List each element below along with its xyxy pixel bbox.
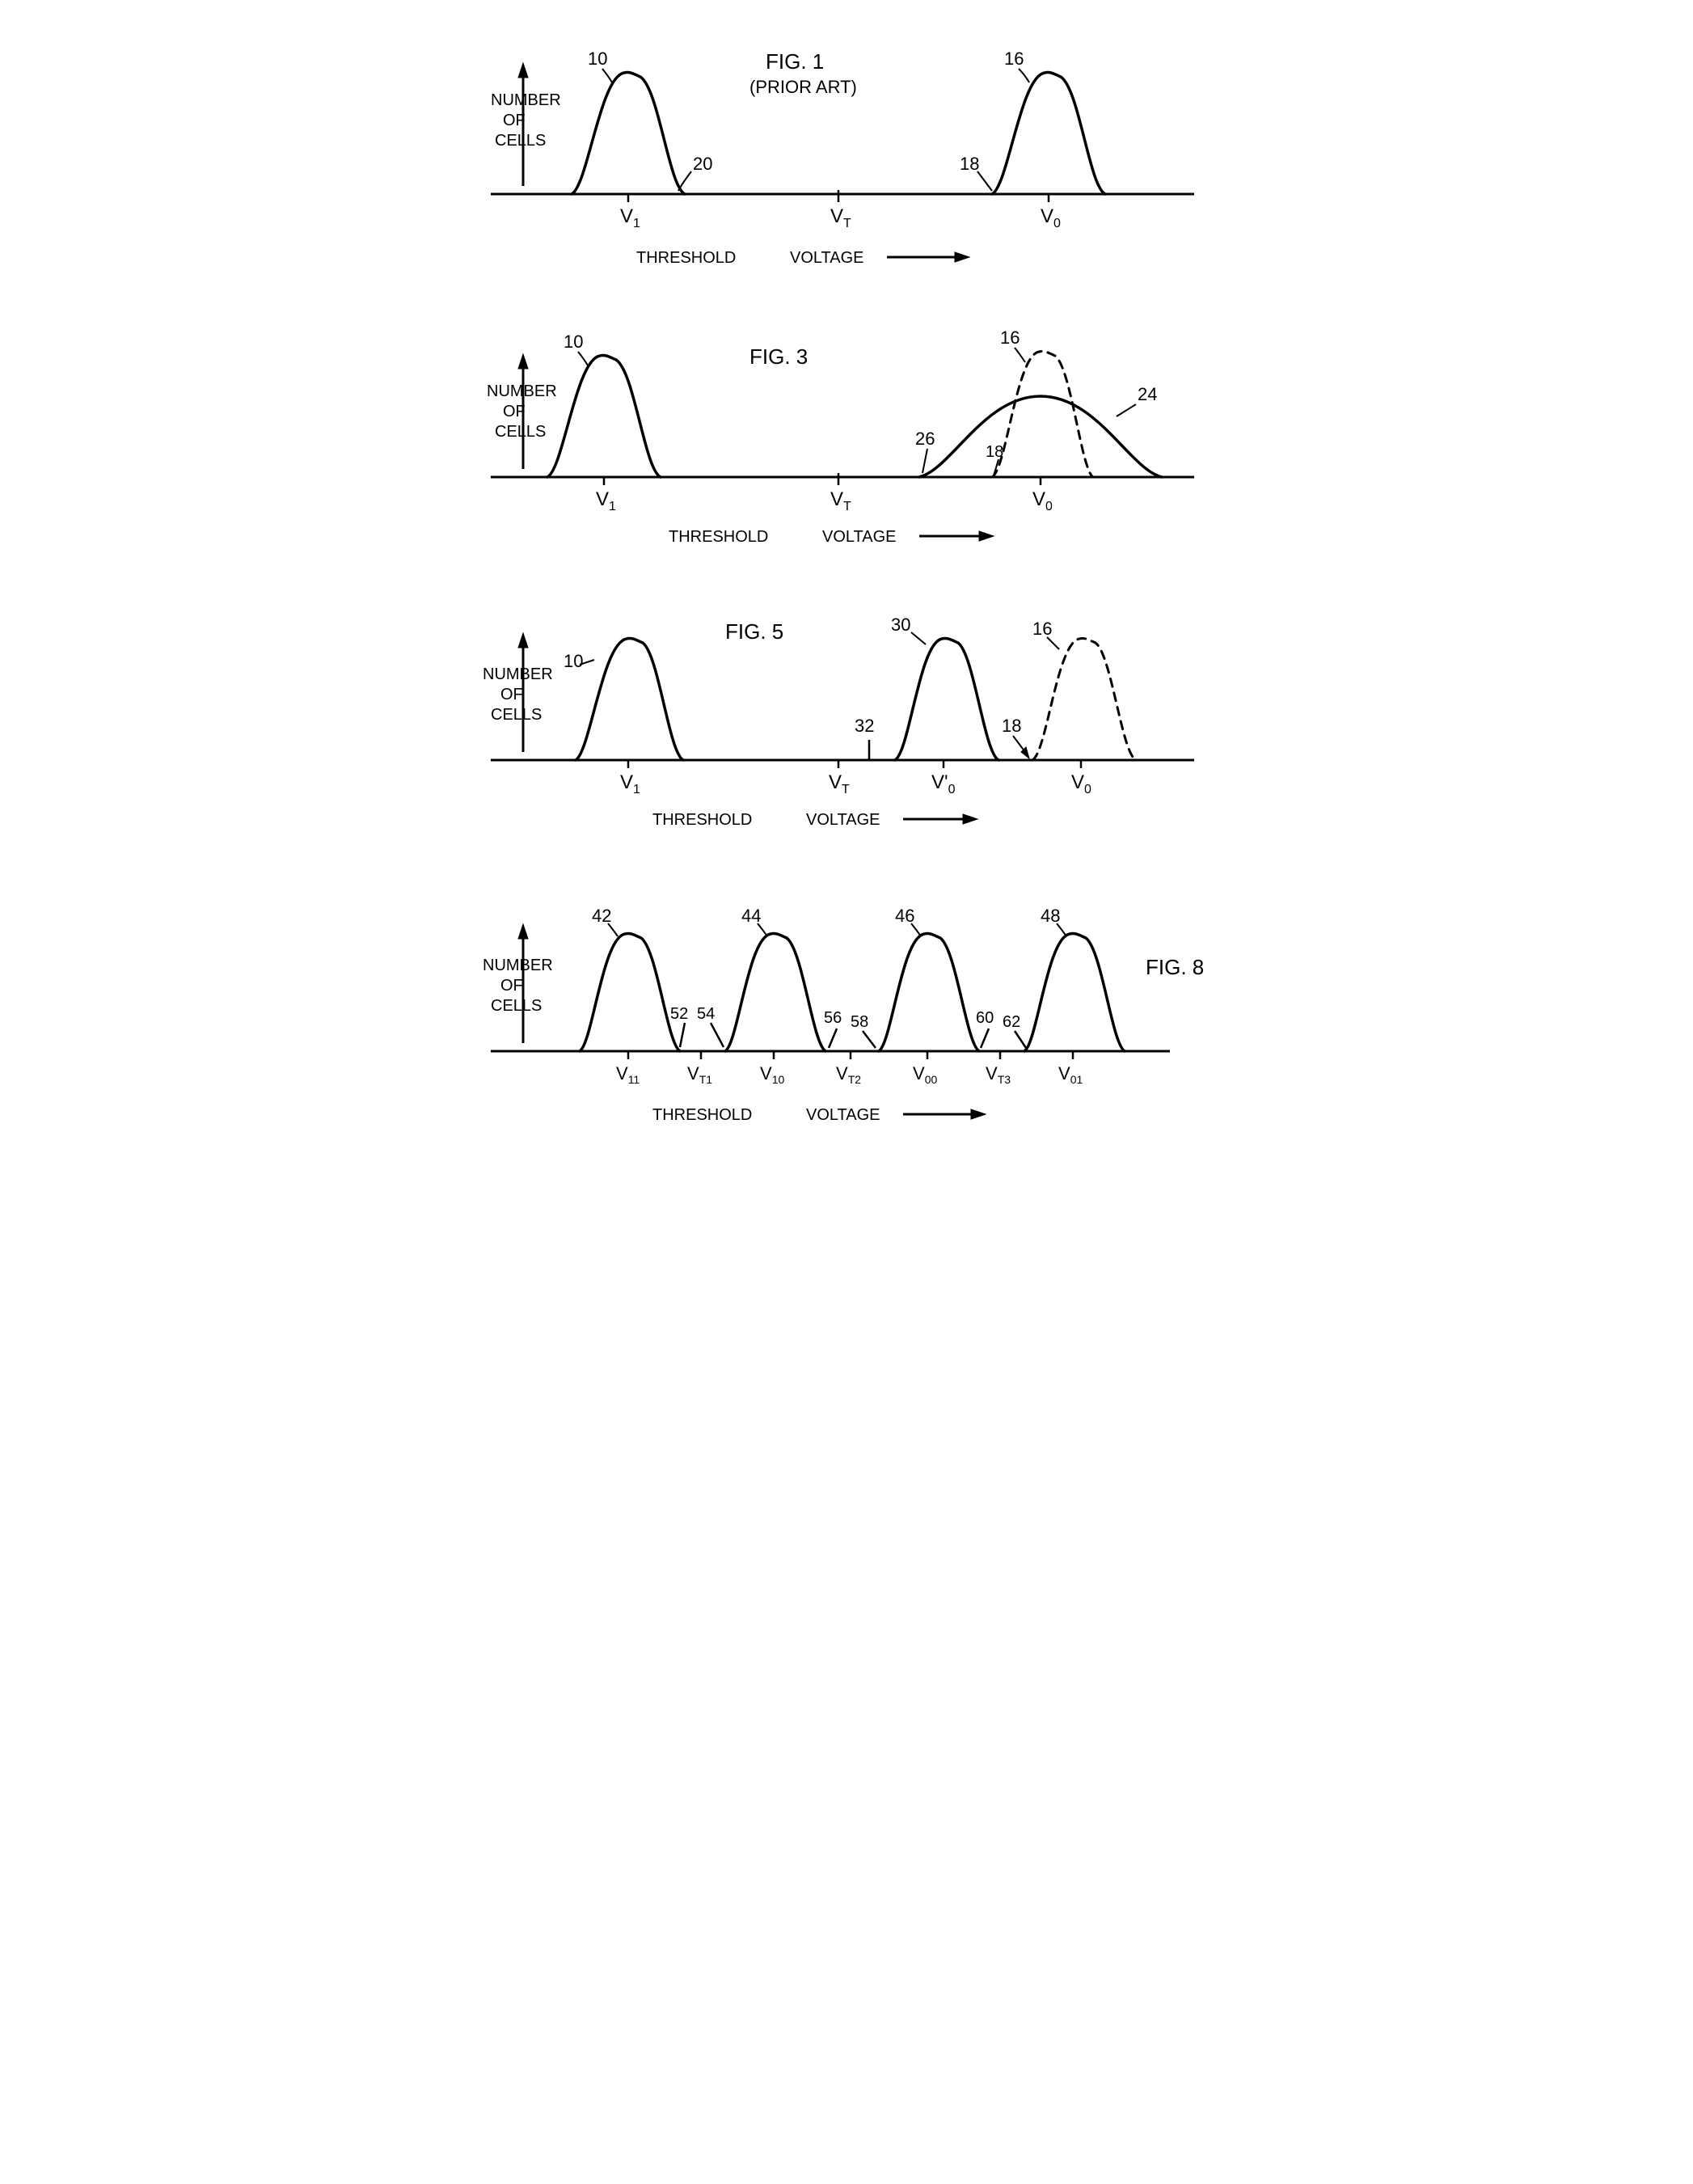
y-label-line3: CELLS <box>495 132 546 150</box>
fig8-title: FIG. 8 <box>1146 955 1204 979</box>
fig1-curve-10 <box>572 72 685 194</box>
svg-text:NUMBER: NUMBER <box>483 957 553 974</box>
svg-text:V00: V00 <box>913 1063 937 1086</box>
tick-v0: V0 <box>1041 205 1061 230</box>
svg-text:OF: OF <box>503 403 526 420</box>
ref-42: 42 <box>592 906 611 926</box>
fig1-subtitle: (PRIOR ART) <box>749 77 857 97</box>
ref-18-f3: 18 <box>986 443 1003 461</box>
svg-text:V0: V0 <box>1071 771 1091 796</box>
ref-62: 62 <box>1003 1013 1020 1031</box>
ref-20: 20 <box>693 154 712 174</box>
svg-text:V1: V1 <box>596 488 616 513</box>
ref-52: 52 <box>670 1005 688 1023</box>
svg-text:VT: VT <box>830 488 851 513</box>
fig3-curve-24 <box>919 396 1162 477</box>
tick-v1: V1 <box>620 205 640 230</box>
ref-44: 44 <box>741 906 761 926</box>
ref-46: 46 <box>895 906 914 926</box>
svg-text:THRESHOLD: THRESHOLD <box>669 528 768 546</box>
ref-16: 16 <box>1004 49 1024 69</box>
figure-8-svg: NUMBER OF CELLS 42 44 46 48 52 54 56 58 … <box>442 881 1251 1156</box>
figure-8-panel: NUMBER OF CELLS 42 44 46 48 52 54 56 58 … <box>442 881 1251 1156</box>
fig5-title: FIG. 5 <box>725 619 783 644</box>
fig3-title: FIG. 3 <box>749 344 808 369</box>
ref-16-f5: 16 <box>1032 619 1052 639</box>
fig8-curve-46 <box>879 933 979 1051</box>
ref-10-f5: 10 <box>564 651 583 671</box>
ref-10: 10 <box>588 49 607 69</box>
fig3-curve-16 <box>992 351 1093 477</box>
svg-text:VT2: VT2 <box>836 1063 861 1086</box>
svg-text:VOLTAGE: VOLTAGE <box>806 811 880 829</box>
x-label-voltage: VOLTAGE <box>790 249 864 267</box>
svg-text:VT: VT <box>829 771 850 796</box>
ref-56: 56 <box>824 1009 842 1027</box>
svg-text:V0: V0 <box>1032 488 1053 513</box>
fig3-curve-10 <box>547 355 661 477</box>
svg-text:V1: V1 <box>620 771 640 796</box>
svg-text:OF: OF <box>500 977 523 995</box>
figure-1-svg: NUMBER OF CELLS 10 16 20 18 FIG. 1 (PRIO… <box>442 32 1251 291</box>
svg-text:V01: V01 <box>1058 1063 1083 1086</box>
ref-26: 26 <box>915 429 935 449</box>
y-label-line1: NUMBER <box>491 91 561 109</box>
x-label-threshold: THRESHOLD <box>636 249 736 267</box>
fig8-curve-42 <box>580 933 680 1051</box>
ref-18-f5: 18 <box>1002 716 1021 736</box>
svg-text:V10: V10 <box>760 1063 784 1086</box>
svg-text:V'0: V'0 <box>931 771 956 796</box>
tick-vt: VT <box>830 205 851 230</box>
svg-text:THRESHOLD: THRESHOLD <box>652 1106 752 1124</box>
svg-text:CELLS: CELLS <box>491 997 542 1015</box>
svg-text:NUMBER: NUMBER <box>487 382 557 400</box>
ref-58: 58 <box>851 1013 868 1031</box>
figure-3-panel: NUMBER OF CELLS 10 16 24 26 18 FIG. 3 V1… <box>442 315 1251 574</box>
ref-54: 54 <box>697 1005 715 1023</box>
ref-18: 18 <box>960 154 979 174</box>
svg-text:V11: V11 <box>616 1063 640 1086</box>
figure-1-panel: NUMBER OF CELLS 10 16 20 18 FIG. 1 (PRIO… <box>442 32 1251 291</box>
svg-text:VT3: VT3 <box>986 1063 1011 1086</box>
svg-text:CELLS: CELLS <box>491 706 542 724</box>
ref-10-f3: 10 <box>564 332 583 352</box>
svg-text:CELLS: CELLS <box>495 423 546 441</box>
svg-text:NUMBER: NUMBER <box>483 665 553 683</box>
ref-48: 48 <box>1041 906 1060 926</box>
fig1-title: FIG. 1 <box>766 49 824 74</box>
ref-24: 24 <box>1138 384 1157 404</box>
ref-32: 32 <box>855 716 874 736</box>
fig8-curve-44 <box>725 933 825 1051</box>
figure-3-svg: NUMBER OF CELLS 10 16 24 26 18 FIG. 3 V1… <box>442 315 1251 574</box>
figure-5-svg: NUMBER OF CELLS 10 30 16 32 18 FIG. 5 V1… <box>442 598 1251 857</box>
ref-60: 60 <box>976 1009 994 1027</box>
figure-5-panel: NUMBER OF CELLS 10 30 16 32 18 FIG. 5 V1… <box>442 598 1251 857</box>
fig5-curve-30 <box>895 638 998 760</box>
ref-16-f3: 16 <box>1000 327 1020 348</box>
fig8-curve-48 <box>1024 933 1125 1051</box>
fig1-curve-16 <box>992 72 1105 194</box>
fig5-curve-10 <box>576 638 683 760</box>
svg-text:VT1: VT1 <box>687 1063 712 1086</box>
fig5-curve-16 <box>1032 638 1136 760</box>
svg-text:THRESHOLD: THRESHOLD <box>652 811 752 829</box>
y-label-line2: OF <box>503 112 526 129</box>
svg-text:OF: OF <box>500 686 523 703</box>
svg-text:VOLTAGE: VOLTAGE <box>822 528 897 546</box>
ref-30: 30 <box>891 615 910 635</box>
svg-text:VOLTAGE: VOLTAGE <box>806 1106 880 1124</box>
